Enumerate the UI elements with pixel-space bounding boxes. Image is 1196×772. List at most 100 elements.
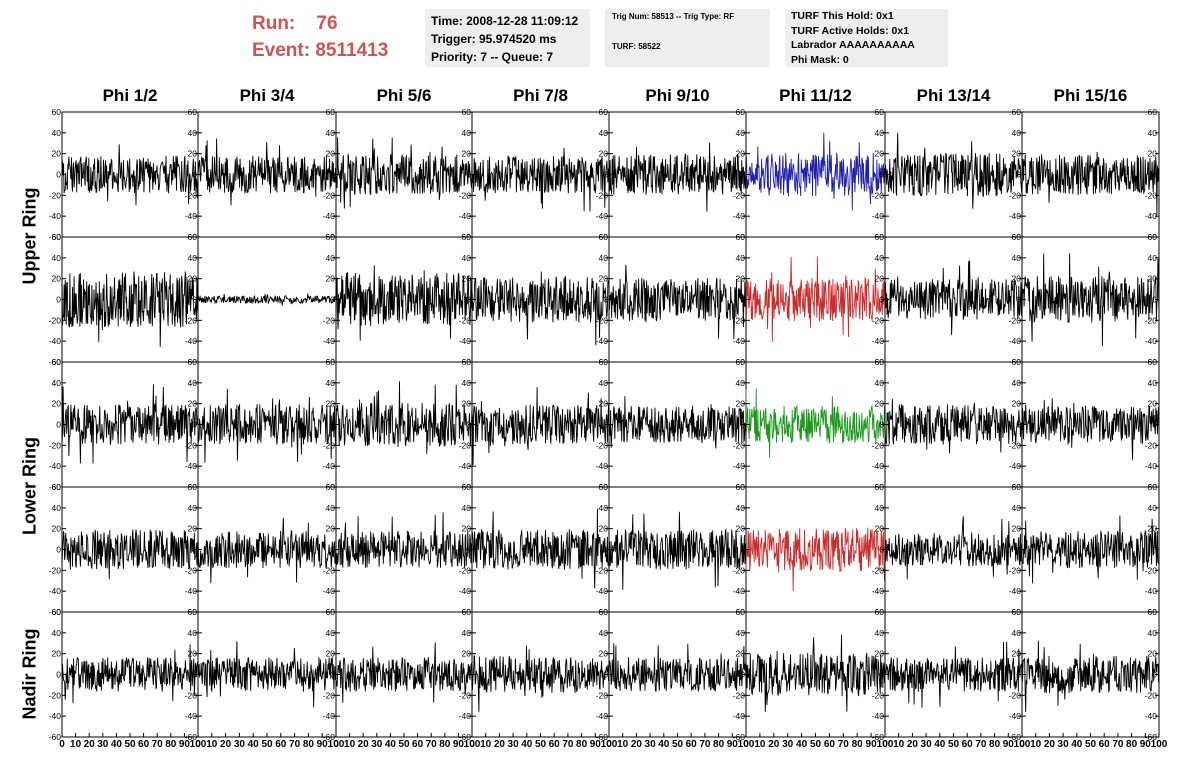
ytick-label-r1-c1: 40 (188, 253, 198, 263)
ytick-label-r0-c1: 20 (188, 149, 198, 159)
xtick-label-c0: 10 (70, 739, 82, 750)
ytick-label-r3-c2: -20 (323, 565, 336, 575)
ytick-label-r4-c0: 0 (56, 670, 61, 680)
ytick-label-r4-c6: -20 (872, 690, 885, 700)
xtick-label-c2: 60 (412, 739, 424, 750)
ytick-label-r3-c2: 40 (326, 503, 336, 513)
ytick-label-r2-c6: 20 (875, 399, 885, 409)
ytick-label-r2-c0: 40 (52, 378, 62, 388)
ytick-label-r0-c2: 0 (330, 170, 335, 180)
ytick-label-r3-c3: 0 (466, 545, 471, 555)
ytick-label-r1-c0: 20 (52, 274, 62, 284)
ytick-label-r2-c6: -20 (872, 440, 885, 450)
xtick-label-c3: 50 (535, 739, 547, 750)
xtick-label-c2: 20 (358, 739, 370, 750)
ytick-label-right-r2-c7: 20 (1148, 399, 1158, 409)
xtick-label-c5: 80 (852, 739, 864, 750)
ytick-label-r4-c7: 60 (1012, 607, 1022, 617)
waveform-trace-r3-c2 (335, 512, 473, 568)
xtick-label-c5: 30 (782, 739, 794, 750)
ytick-label-r1-c4: -40 (596, 336, 609, 346)
ytick-label-r4-c3: -20 (459, 690, 472, 700)
ytick-label-r2-c5: 0 (740, 420, 745, 430)
xtick-label-c1: 0 (195, 739, 201, 750)
ytick-label-r3-c0: -40 (49, 586, 62, 596)
ytick-label-r1-c7: 60 (1012, 232, 1022, 242)
ytick-label-r0-c7: 0 (1016, 170, 1021, 180)
xtick-label-c0: 80 (165, 739, 177, 750)
ytick-label-right-r0-c7: 0 (1152, 170, 1157, 180)
ytick-label-r3-c4: 60 (599, 482, 609, 492)
ytick-label-r4-c2: -40 (323, 711, 336, 721)
xtick-label-c2: 80 (439, 739, 451, 750)
ytick-label-r1-c6: -20 (872, 315, 885, 325)
ytick-label-right-r0-c7: 60 (1148, 107, 1158, 117)
xtick-label-c3: 80 (576, 739, 588, 750)
xtick-label-c7: 60 (1099, 739, 1111, 750)
xtick-label-c6: 80 (989, 739, 1001, 750)
ytick-label-r3-c1: -20 (185, 565, 198, 575)
ytick-label-r4-c0: -40 (49, 711, 62, 721)
xtick-label-c5: 100 (877, 739, 894, 750)
waveform-trace-r4-c3 (471, 645, 610, 712)
trig-num-box: Trig Num: 58513 -- Trig Type: RF TURF: 5… (605, 9, 770, 67)
waveform-trace-r3-c5 (745, 527, 886, 592)
ytick-label-right-r4-c7: 40 (1148, 628, 1158, 638)
ytick-label-r1-c2: 0 (330, 295, 335, 305)
time-text: Time: 2008-12-28 11:09:12 (431, 14, 579, 28)
ytick-label-r3-c2: 0 (330, 545, 335, 555)
column-header-phi-13-14: Phi 13/14 (916, 86, 991, 105)
waveform-trace-r3-c3 (471, 508, 610, 589)
ytick-label-r1-c7: -20 (1009, 315, 1022, 325)
ytick-label-r0-c7: -40 (1009, 211, 1022, 221)
ytick-label-r2-c1: -40 (185, 461, 198, 471)
ytick-label-r4-c0: 20 (52, 649, 62, 659)
xtick-label-c1: 40 (248, 739, 260, 750)
ytick-label-r0-c2: 20 (326, 149, 336, 159)
xtick-label-c5: 20 (768, 739, 780, 750)
xtick-label-c6: 60 (962, 739, 974, 750)
waveform-trace-r0-c2 (335, 137, 473, 209)
ytick-label-r1-c7: -40 (1009, 336, 1022, 346)
ytick-label-right-r3-c7: -20 (1145, 565, 1158, 575)
ytick-label-r2-c0: 20 (52, 399, 62, 409)
ytick-label-r1-c4: 0 (603, 295, 608, 305)
xtick-label-c7: 0 (1019, 739, 1025, 750)
ytick-label-r3-c7: 0 (1016, 545, 1021, 555)
ytick-label-r3-c3: -40 (459, 586, 472, 596)
xtick-label-c5: 50 (810, 739, 822, 750)
ytick-label-r3-c2: -40 (323, 586, 336, 596)
waveform-trace-r3-c4 (608, 511, 747, 590)
waveform-trace-r4-c4 (608, 643, 747, 692)
xtick-label-c3: 0 (469, 739, 475, 750)
trigger-time-box: Time: 2008-12-28 11:09:12 Trigger: 95.97… (425, 9, 590, 67)
xtick-label-c1: 100 (328, 739, 345, 750)
waveform-trace-r2-c0 (61, 384, 199, 464)
ytick-label-r4-c5: 60 (736, 607, 746, 617)
labrador-text: Labrador AAAAAAAAAA (791, 39, 915, 51)
ytick-label-r4-c2: 60 (326, 607, 336, 617)
ytick-label-r3-c4: -40 (596, 586, 609, 596)
ytick-label-r4-c5: 20 (736, 649, 746, 659)
xtick-label-c6: 0 (882, 739, 888, 750)
waveform-trace-r4-c2 (335, 642, 473, 703)
waveform-trace-r3-c1 (197, 517, 337, 584)
xtick-label-c6: 100 (1014, 739, 1031, 750)
waveform-trace-r4-c1 (197, 641, 337, 708)
ytick-label-r1-c6: 20 (875, 274, 885, 284)
ytick-label-right-r3-c7: 0 (1152, 545, 1157, 555)
xtick-label-c2: 50 (398, 739, 410, 750)
ytick-label-right-r2-c7: 60 (1148, 357, 1158, 367)
waveform-trace-r4-c6 (884, 641, 1023, 708)
ytick-label-r3-c5: 0 (740, 545, 745, 555)
xtick-label-c7: 80 (1126, 739, 1138, 750)
waveform-trace-r3-c6 (884, 516, 1023, 580)
ytick-label-r4-c2: 40 (326, 628, 336, 638)
ytick-label-r2-c4: 0 (603, 420, 608, 430)
ytick-label-r1-c5: 40 (736, 253, 746, 263)
ytick-label-r1-c1: 20 (188, 274, 198, 284)
ytick-label-r2-c3: -20 (459, 440, 472, 450)
ytick-label-r4-c3: -60 (459, 732, 472, 742)
xtick-label-c2: 90 (453, 739, 465, 750)
run-value: 76 (316, 13, 338, 34)
